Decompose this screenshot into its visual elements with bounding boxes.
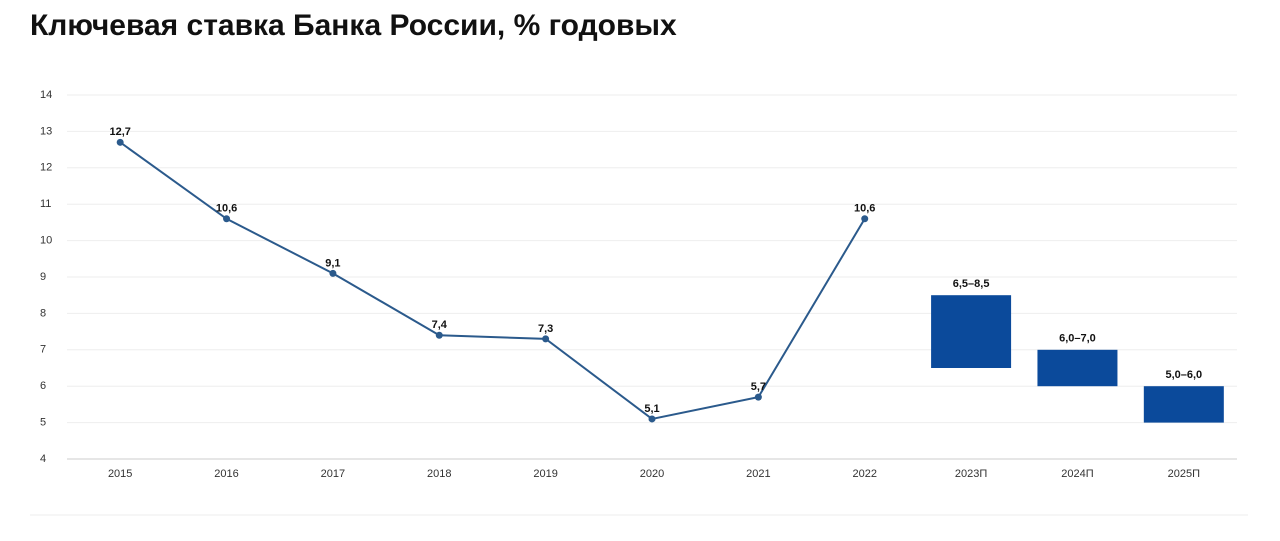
y-tick-label: 14 xyxy=(40,89,52,101)
value-label: 7,3 xyxy=(538,323,553,335)
point xyxy=(116,138,124,146)
point xyxy=(223,215,231,223)
line xyxy=(119,141,866,421)
range-bar xyxy=(931,295,1012,368)
value-label: 6,5–8,5 xyxy=(953,278,990,290)
x-tick-label: 2023П xyxy=(955,468,987,480)
value-label: 10,6 xyxy=(854,203,875,215)
value-label: 6,0–7,0 xyxy=(1059,333,1096,345)
y-tick-label: 4 xyxy=(40,453,46,465)
range-bar xyxy=(1143,386,1224,423)
value-label: 9,1 xyxy=(325,257,340,269)
x-tick-label: 2015 xyxy=(108,468,132,480)
point xyxy=(329,269,337,277)
x-tick-label: 2024П xyxy=(1061,468,1093,480)
value-label: 5,0–6,0 xyxy=(1165,369,1202,381)
value-label: 10,6 xyxy=(216,203,237,215)
y-tick-label: 6 xyxy=(40,380,46,392)
value-label: 7,4 xyxy=(432,319,448,331)
x-tick-label: 2021 xyxy=(746,468,770,480)
y-tick-label: 5 xyxy=(40,417,46,429)
x-tick-label: 2025П xyxy=(1168,468,1200,480)
point xyxy=(754,393,762,401)
y-tick-label: 10 xyxy=(40,235,52,247)
x-tick-label: 2022 xyxy=(852,468,876,480)
point xyxy=(861,215,869,223)
y-tick-label: 8 xyxy=(40,307,46,319)
value-label: 5,1 xyxy=(644,403,659,415)
x-tick-label: 2018 xyxy=(427,468,451,480)
y-tick-label: 13 xyxy=(40,125,52,137)
point xyxy=(542,335,550,343)
y-tick-label: 11 xyxy=(40,198,51,210)
x-tick-label: 2016 xyxy=(214,468,238,480)
chart-title: Ключевая ставка Банка России, % годовых xyxy=(30,9,677,42)
point xyxy=(648,415,656,423)
x-tick-label: 2019 xyxy=(533,468,557,480)
point xyxy=(435,331,443,339)
y-tick-label: 7 xyxy=(40,344,46,356)
value-label: 5,7 xyxy=(751,381,766,393)
value-label: 12,7 xyxy=(109,126,130,138)
x-tick-label: 2020 xyxy=(640,468,664,480)
range-bar xyxy=(1037,349,1118,387)
y-tick-label: 9 xyxy=(40,271,46,283)
x-tick-label: 2017 xyxy=(321,468,345,480)
y-tick-label: 12 xyxy=(40,162,52,174)
